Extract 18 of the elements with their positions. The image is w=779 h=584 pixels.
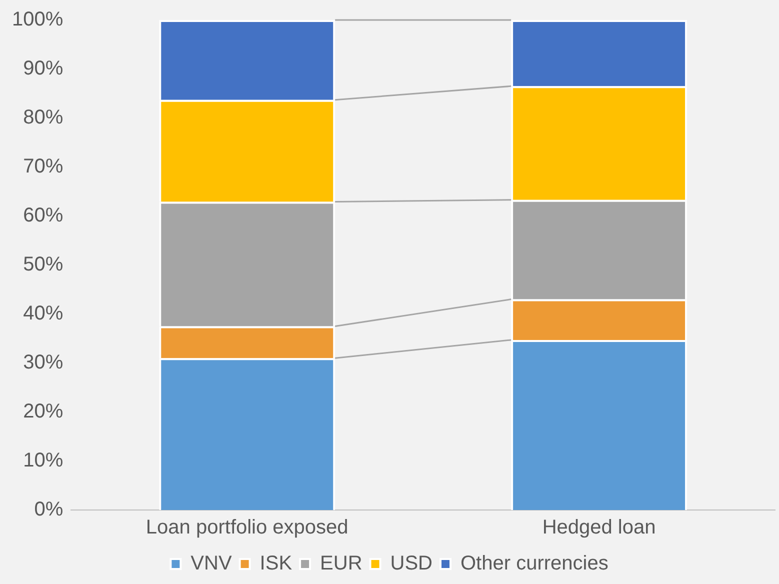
y-tick-label: 90%	[23, 58, 64, 80]
y-tick-label: 50%	[23, 254, 64, 276]
y-tick-label: 100%	[12, 8, 64, 31]
legend-label: USD	[390, 552, 432, 575]
legend-label: EUR	[320, 552, 362, 575]
y-tick-label: 40%	[23, 302, 64, 325]
y-tick-label: 0%	[34, 498, 64, 521]
legend-label: Other currencies	[460, 552, 608, 575]
y-tick-label: 10%	[23, 450, 64, 472]
y-tick-label: 80%	[23, 106, 64, 129]
legend-label: ISK	[260, 552, 293, 575]
x-tick-label: Loan portfolio exposed	[146, 516, 348, 539]
y-tick-label: 20%	[23, 400, 64, 423]
x-tick-label: Hedged loan	[542, 516, 656, 539]
y-tick-label: 70%	[23, 156, 64, 178]
y-tick-label: 60%	[23, 204, 64, 227]
legend-label: VNV	[190, 552, 232, 575]
y-tick-label: 30%	[23, 352, 64, 374]
